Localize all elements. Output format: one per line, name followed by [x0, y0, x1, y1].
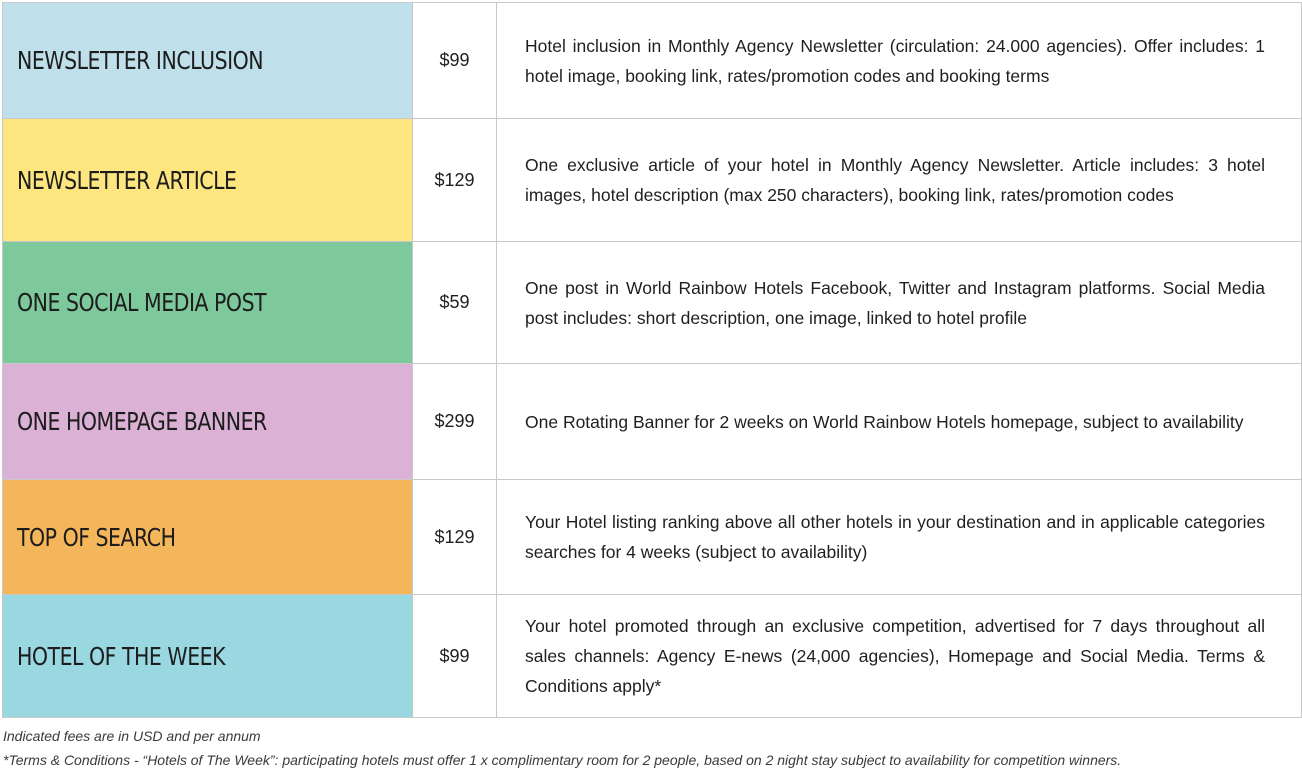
- table-row: ONE SOCIAL MEDIA POST $59 One post in Wo…: [2, 241, 1302, 364]
- service-name-cell: ONE SOCIAL MEDIA POST: [2, 241, 413, 364]
- service-price: $129: [412, 118, 497, 242]
- service-price: $99: [412, 594, 497, 718]
- service-description: One post in World Rainbow Hotels Faceboo…: [496, 241, 1302, 364]
- service-price: $59: [412, 241, 497, 364]
- footnotes: Indicated fees are in USD and per annum …: [3, 724, 1121, 772]
- table-row: ONE HOMEPAGE BANNER $299 One Rotating Ba…: [2, 363, 1302, 480]
- table-row: NEWSLETTER ARTICLE $129 One exclusive ar…: [2, 118, 1302, 242]
- service-name: TOP OF SEARCH: [17, 522, 176, 552]
- service-name: ONE HOMEPAGE BANNER: [17, 407, 267, 436]
- service-name: HOTEL OF THE WEEK: [17, 641, 226, 671]
- pricing-table: NEWSLETTER INCLUSION $99 Hotel inclusion…: [2, 2, 1302, 718]
- service-name: NEWSLETTER INCLUSION: [17, 46, 264, 75]
- service-name: ONE SOCIAL MEDIA POST: [17, 288, 267, 317]
- service-name-cell: NEWSLETTER INCLUSION: [2, 2, 413, 119]
- service-price: $99: [412, 2, 497, 119]
- fees-note: Indicated fees are in USD and per annum: [3, 728, 261, 744]
- table-row: TOP OF SEARCH $129 Your Hotel listing ra…: [2, 479, 1302, 595]
- table-row: NEWSLETTER INCLUSION $99 Hotel inclusion…: [2, 2, 1302, 119]
- service-name-cell: NEWSLETTER ARTICLE: [2, 118, 413, 242]
- service-description: Your Hotel listing ranking above all oth…: [496, 479, 1302, 595]
- service-name: NEWSLETTER ARTICLE: [17, 165, 237, 195]
- service-name-cell: HOTEL OF THE WEEK: [2, 594, 413, 718]
- service-description: One exclusive article of your hotel in M…: [496, 118, 1302, 242]
- service-name-cell: ONE HOMEPAGE BANNER: [2, 363, 413, 480]
- service-description: Hotel inclusion in Monthly Agency Newsle…: [496, 2, 1302, 119]
- service-description: One Rotating Banner for 2 weeks on World…: [496, 363, 1302, 480]
- terms-note: *Terms & Conditions - “Hotels of The Wee…: [3, 752, 1122, 768]
- service-description: Your hotel promoted through an exclusive…: [496, 594, 1302, 718]
- service-price: $299: [412, 363, 497, 480]
- service-name-cell: TOP OF SEARCH: [2, 479, 413, 595]
- service-price: $129: [412, 479, 497, 595]
- table-row: HOTEL OF THE WEEK $99 Your hotel promote…: [2, 594, 1302, 718]
